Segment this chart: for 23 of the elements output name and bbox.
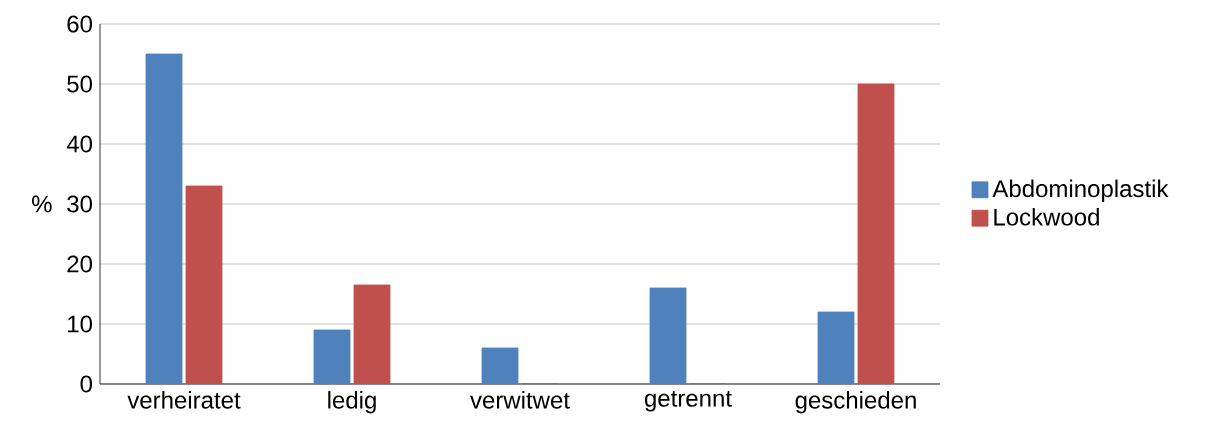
y-tick-label: 40 [66,135,93,153]
bar [145,53,183,384]
bar [185,185,223,384]
y-tick-label: 30 [67,195,93,213]
y-axis-title: % [32,195,52,213]
bar [481,347,519,384]
y-tick-label: 20 [67,255,93,273]
x-tick-label: getrennt [644,391,732,412]
x-tick-label: verheiratet [127,391,241,409]
x-tick-label: verwitwet [470,391,570,409]
y-tick-label: 50 [67,75,93,93]
y-tick-label: 0 [80,375,93,393]
bar [649,287,687,384]
bar [857,83,895,384]
bar [817,311,855,384]
y-tick-label: 60 [67,15,93,33]
bar [353,284,391,384]
bar [313,329,351,384]
y-tick-label: 10 [68,315,93,333]
x-tick-label: ledig [328,391,376,414]
legend-label: Abdominoplastik [992,179,1169,202]
x-tick-label: geschieden [795,391,916,414]
legend-label: Lockwood [994,208,1099,226]
